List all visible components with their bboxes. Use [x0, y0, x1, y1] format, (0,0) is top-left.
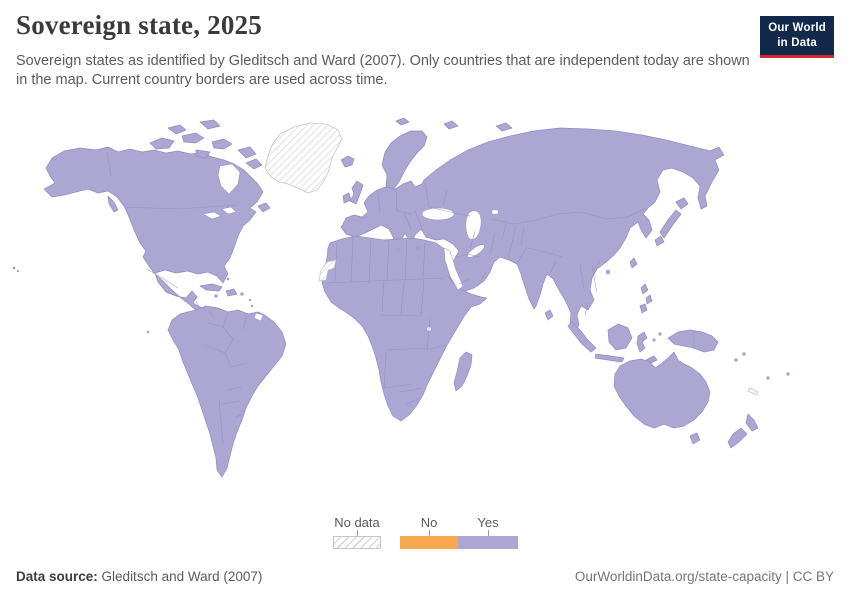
- taiwan[interactable]: [629, 257, 638, 269]
- eurasia[interactable]: [340, 127, 725, 335]
- moluccas-1[interactable]: [652, 338, 656, 342]
- owid-logo-line2: in Data: [777, 36, 817, 49]
- iceland[interactable]: [340, 155, 355, 168]
- africa[interactable]: [321, 235, 488, 422]
- galapagos[interactable]: [146, 330, 150, 334]
- borders-americas: [106, 151, 248, 445]
- sicily[interactable]: [396, 248, 400, 252]
- legend-swatch-no-data[interactable]: [333, 536, 381, 549]
- legend-label-no: No: [420, 515, 438, 530]
- south-america[interactable]: [167, 305, 287, 478]
- scandinavia[interactable]: [381, 130, 428, 192]
- fiji[interactable]: [786, 372, 790, 376]
- hawaii-1[interactable]: [12, 266, 16, 270]
- legend-item-no-data[interactable]: No data: [333, 515, 381, 549]
- borders-africa: [325, 237, 447, 405]
- newfoundland[interactable]: [257, 202, 271, 213]
- solomon-islands-1[interactable]: [734, 358, 738, 362]
- data-source-note: Data source: Gleditsch and Ward (2007): [16, 569, 262, 584]
- page-title: Sovereign state, 2025: [16, 10, 262, 40]
- canadian-arctic-islands[interactable]: [149, 119, 263, 170]
- caribbean-islands[interactable]: [199, 283, 238, 297]
- lesser-antilles-1[interactable]: [248, 298, 252, 302]
- countries-yes-layer[interactable]: [12, 117, 790, 478]
- north-america[interactable]: [43, 146, 264, 324]
- legend-tick: [428, 530, 430, 536]
- borders-europe: [359, 181, 448, 232]
- solomon-islands-2[interactable]: [742, 352, 746, 356]
- tasmania[interactable]: [689, 432, 701, 445]
- owid-logo-line1: Our World: [768, 22, 826, 34]
- arctic-islands-svalbard[interactable]: [395, 117, 513, 132]
- st-lawrence-island[interactable]: [53, 156, 57, 160]
- persian-gulf: [467, 244, 485, 258]
- legend-tick: [487, 530, 489, 536]
- borders-asia: [428, 206, 695, 350]
- page-subtitle: Sovereign states as identified by Gledit…: [16, 53, 750, 89]
- moluccas-2[interactable]: [658, 332, 662, 336]
- great-lakes: [202, 206, 237, 220]
- japan[interactable]: [654, 197, 689, 247]
- legend-item-no[interactable]: No: [400, 515, 458, 549]
- owid-url-license-link[interactable]: OurWorldinData.org/state-capacity | CC B…: [574, 569, 834, 584]
- greenland-no-data[interactable]: [264, 122, 343, 194]
- bahamas[interactable]: [226, 277, 230, 281]
- australia[interactable]: [613, 351, 711, 429]
- country-borders-layer: [106, 151, 695, 445]
- aral-sea: [491, 209, 499, 215]
- new-zealand[interactable]: [727, 413, 759, 449]
- crete[interactable]: [416, 246, 420, 250]
- countries-no-data-layer[interactable]: [264, 122, 759, 396]
- jamaica[interactable]: [214, 294, 218, 298]
- hainan[interactable]: [605, 269, 611, 275]
- legend-label-no-data: No data: [334, 515, 380, 530]
- sri-lanka[interactable]: [544, 309, 554, 321]
- vancouver-island[interactable]: [107, 195, 119, 213]
- vanuatu[interactable]: [766, 376, 770, 380]
- philippines[interactable]: [639, 283, 653, 314]
- great-britain[interactable]: [349, 180, 364, 205]
- data-source-label: Data source:: [16, 569, 98, 584]
- black-sea: [421, 207, 455, 221]
- legend-tick: [356, 530, 358, 536]
- hudson-bay: [217, 163, 241, 195]
- legend-swatch-yes[interactable]: [458, 536, 518, 549]
- new-caledonia-no-data[interactable]: [747, 387, 759, 396]
- owid-logo[interactable]: Our World in Data: [760, 16, 834, 58]
- western-sahara-no-data[interactable]: [318, 259, 337, 282]
- red-sea: [443, 247, 464, 291]
- legend-swatch-no[interactable]: [400, 536, 458, 549]
- madagascar[interactable]: [453, 351, 473, 392]
- hawaii-2[interactable]: [16, 269, 20, 273]
- puerto-rico[interactable]: [240, 292, 244, 296]
- cyprus[interactable]: [430, 236, 434, 240]
- indonesia[interactable]: [567, 321, 658, 365]
- new-guinea[interactable]: [667, 329, 719, 353]
- legend-item-yes[interactable]: Yes: [458, 515, 518, 549]
- data-source-value: Gleditsch and Ward (2007): [101, 569, 263, 584]
- ireland[interactable]: [342, 192, 352, 204]
- lesser-antilles-2[interactable]: [250, 304, 254, 308]
- french-guiana-blank: [253, 312, 264, 322]
- caspian-sea: [465, 210, 482, 240]
- world-choropleth-map[interactable]: [0, 100, 850, 515]
- legend-label-yes: Yes: [477, 515, 499, 530]
